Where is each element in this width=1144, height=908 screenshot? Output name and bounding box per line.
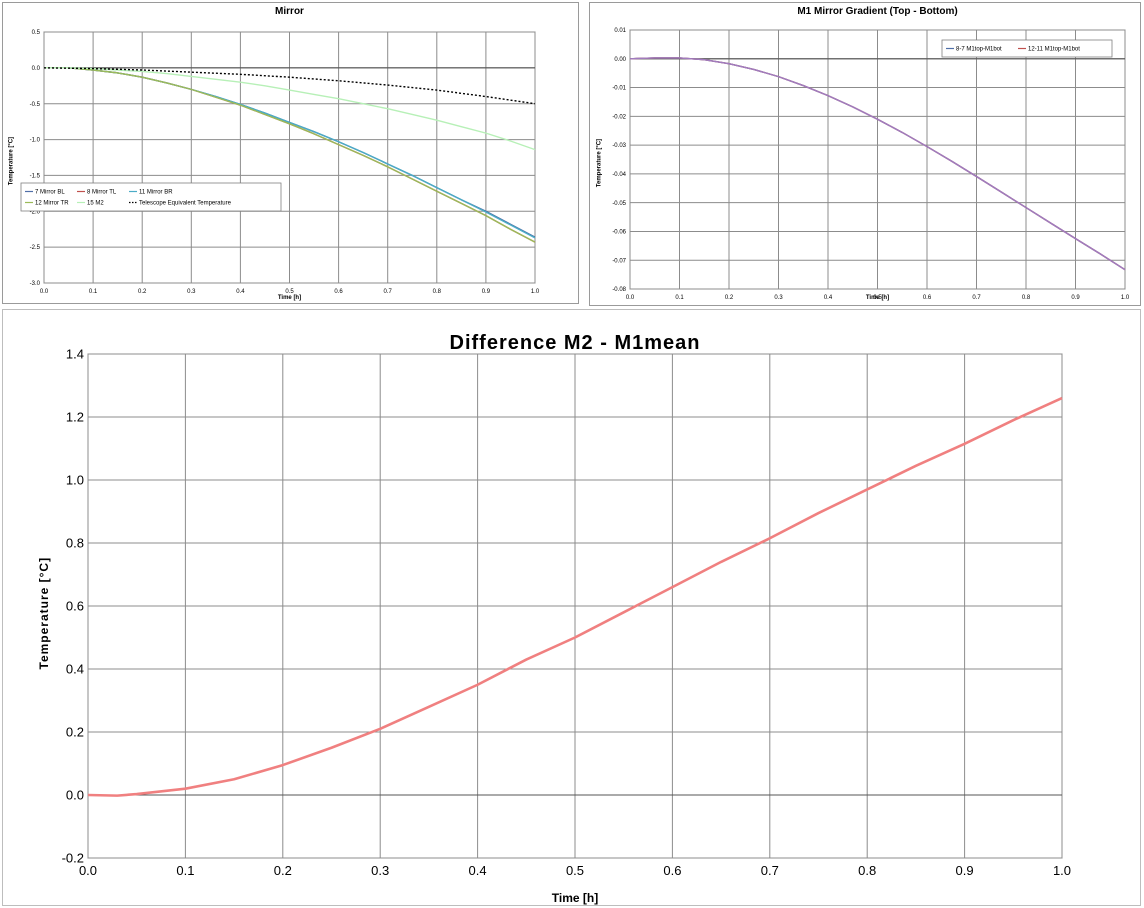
y-tick-label: -1.5 xyxy=(30,174,41,180)
x-tick-label: 0.0 xyxy=(40,289,49,295)
difference-chart-panel: 0.0 0.1 0.2 0.3 0.4 0.5 0.6 0.7 0.8 0.9 1.0 1.4 1.2 1… xyxy=(2,309,1141,906)
x-tick-label: 0.7 xyxy=(384,289,393,295)
x-axis-label: Time [h] xyxy=(552,891,598,905)
x-tick-label: 0.3 xyxy=(187,289,196,295)
y-tick-label: -0.08 xyxy=(612,287,626,293)
mirror-chart: 0.0 0.1 0.2 0.3 0.4 0.5 0.6 0.7 0.8 0.9 1.0 0.5 0.0 -… xyxy=(9,6,540,301)
y-tick-label: 0.8 xyxy=(66,536,84,551)
x-tick-label: 0.8 xyxy=(1022,295,1031,301)
x-tick-label: 0.0 xyxy=(626,295,635,301)
legend-label: 8 Mirror TL xyxy=(87,190,117,196)
y-tick-label: 0.6 xyxy=(66,599,84,614)
legend-label: 7 Mirror BL xyxy=(35,190,65,196)
x-tick-label: 1.0 xyxy=(1053,863,1071,878)
x-axis-label: Time [h] xyxy=(866,295,889,301)
y-axis-label: Temperature [°C] xyxy=(597,139,603,187)
series-line xyxy=(43,67,536,105)
legend-box xyxy=(20,182,282,212)
y-tick-label: 0.5 xyxy=(32,30,41,36)
y-tick-label: -0.07 xyxy=(612,258,626,264)
series-line xyxy=(629,57,1126,271)
x-tick-label: 0.3 xyxy=(371,863,389,878)
y-axis-label: Temperature [°C] xyxy=(37,557,51,670)
x-tick-label: 0.6 xyxy=(663,863,681,878)
legend-label: 12-11 M1top-M1bot xyxy=(1028,47,1080,53)
x-tick-label: 0.4 xyxy=(236,289,245,295)
x-tick-label: 0.4 xyxy=(824,295,833,301)
x-tick-label: 0.6 xyxy=(334,289,343,295)
x-tick-label: 0.4 xyxy=(469,863,487,878)
x-tick-label: 1.0 xyxy=(531,289,540,295)
gradient-chart-panel: 0.0 0.1 0.2 0.3 0.4 0.5 0.6 0.7 0.8 0.9 1.0 0.01 0.0… xyxy=(589,2,1141,306)
x-tick-label: 0.1 xyxy=(176,863,194,878)
x-tick-label: 0.1 xyxy=(675,295,684,301)
legend-label: 15 M2 xyxy=(87,201,104,207)
y-tick-label: 0.0 xyxy=(32,66,41,72)
y-tick-label: -0.03 xyxy=(612,143,626,149)
y-tick-label: 1.4 xyxy=(66,347,84,362)
y-tick-label: -2.5 xyxy=(30,245,41,251)
series-line xyxy=(44,67,536,151)
x-tick-label: 0.2 xyxy=(138,289,147,295)
y-tick-label: -0.01 xyxy=(612,86,626,92)
series-line xyxy=(87,396,1063,797)
x-tick-label: 0.7 xyxy=(972,295,981,301)
x-tick-label: 0.0 xyxy=(79,863,97,878)
legend-label: 11 Mirror BR xyxy=(139,190,173,196)
legend-label: 12 Mirror TR xyxy=(35,201,69,207)
x-tick-label: 0.2 xyxy=(274,863,292,878)
y-axis-label: Temperature [°C] xyxy=(9,137,15,185)
legend-label: Telescope Equivalent Temperature xyxy=(139,201,232,207)
chart-title: Difference M2 - M1mean xyxy=(450,332,701,354)
y-tick-label: -2.0 xyxy=(30,209,41,215)
x-tick-label: 0.9 xyxy=(956,863,974,878)
chart-title: M1 Mirror Gradient (Top - Bottom) xyxy=(797,6,957,17)
y-tick-label: -0.2 xyxy=(62,851,84,866)
x-tick-label: 0.3 xyxy=(774,295,783,301)
x-tick-label: 0.9 xyxy=(482,289,491,295)
legend-label: 8-7 M1top-M1bot xyxy=(956,47,1002,53)
mirror-chart-panel: 0.0 0.1 0.2 0.3 0.4 0.5 0.6 0.7 0.8 0.9 1.0 0.5 0.0 -… xyxy=(2,2,579,304)
x-tick-label: 0.9 xyxy=(1071,295,1080,301)
y-tick-label: -0.5 xyxy=(30,102,41,108)
y-tick-label: 0.00 xyxy=(614,57,626,63)
y-tick-label: 0.01 xyxy=(614,28,626,34)
x-tick-label: 1.0 xyxy=(1121,295,1130,301)
x-tick-label: 0.5 xyxy=(285,289,294,295)
difference-chart: 0.0 0.1 0.2 0.3 0.4 0.5 0.6 0.7 0.8 0.9 1.0 1.4 1.2 1… xyxy=(37,332,1071,905)
y-tick-label: 1.0 xyxy=(66,473,84,488)
series-line xyxy=(44,67,536,243)
x-tick-label: 0.5 xyxy=(873,295,882,301)
y-tick-label: -0.05 xyxy=(612,201,626,207)
x-tick-label: 0.5 xyxy=(566,863,584,878)
y-tick-label: 1.2 xyxy=(66,410,84,425)
y-tick-label: -0.04 xyxy=(612,172,626,178)
x-tick-label: 0.2 xyxy=(725,295,734,301)
y-tick-label: 0.2 xyxy=(66,725,84,740)
x-tick-label: 0.7 xyxy=(761,863,779,878)
x-tick-label: 0.1 xyxy=(89,289,98,295)
y-tick-label: -1.0 xyxy=(30,138,41,144)
chart-title: Mirror xyxy=(275,6,304,17)
x-axis-label: Time [h] xyxy=(278,295,301,301)
y-tick-label: 0.0 xyxy=(66,788,84,803)
x-tick-label: 0.8 xyxy=(433,289,442,295)
y-tick-label: -0.02 xyxy=(612,114,626,120)
legend-box xyxy=(941,39,1113,58)
x-tick-label: 0.6 xyxy=(923,295,932,301)
y-tick-label: 0.4 xyxy=(66,662,84,677)
x-tick-label: 0.8 xyxy=(858,863,876,878)
y-tick-label: -0.06 xyxy=(612,230,626,236)
y-tick-label: -3.0 xyxy=(30,281,41,287)
gradient-chart: 0.0 0.1 0.2 0.3 0.4 0.5 0.6 0.7 0.8 0.9 1.0 0.01 0.0… xyxy=(597,6,1130,301)
